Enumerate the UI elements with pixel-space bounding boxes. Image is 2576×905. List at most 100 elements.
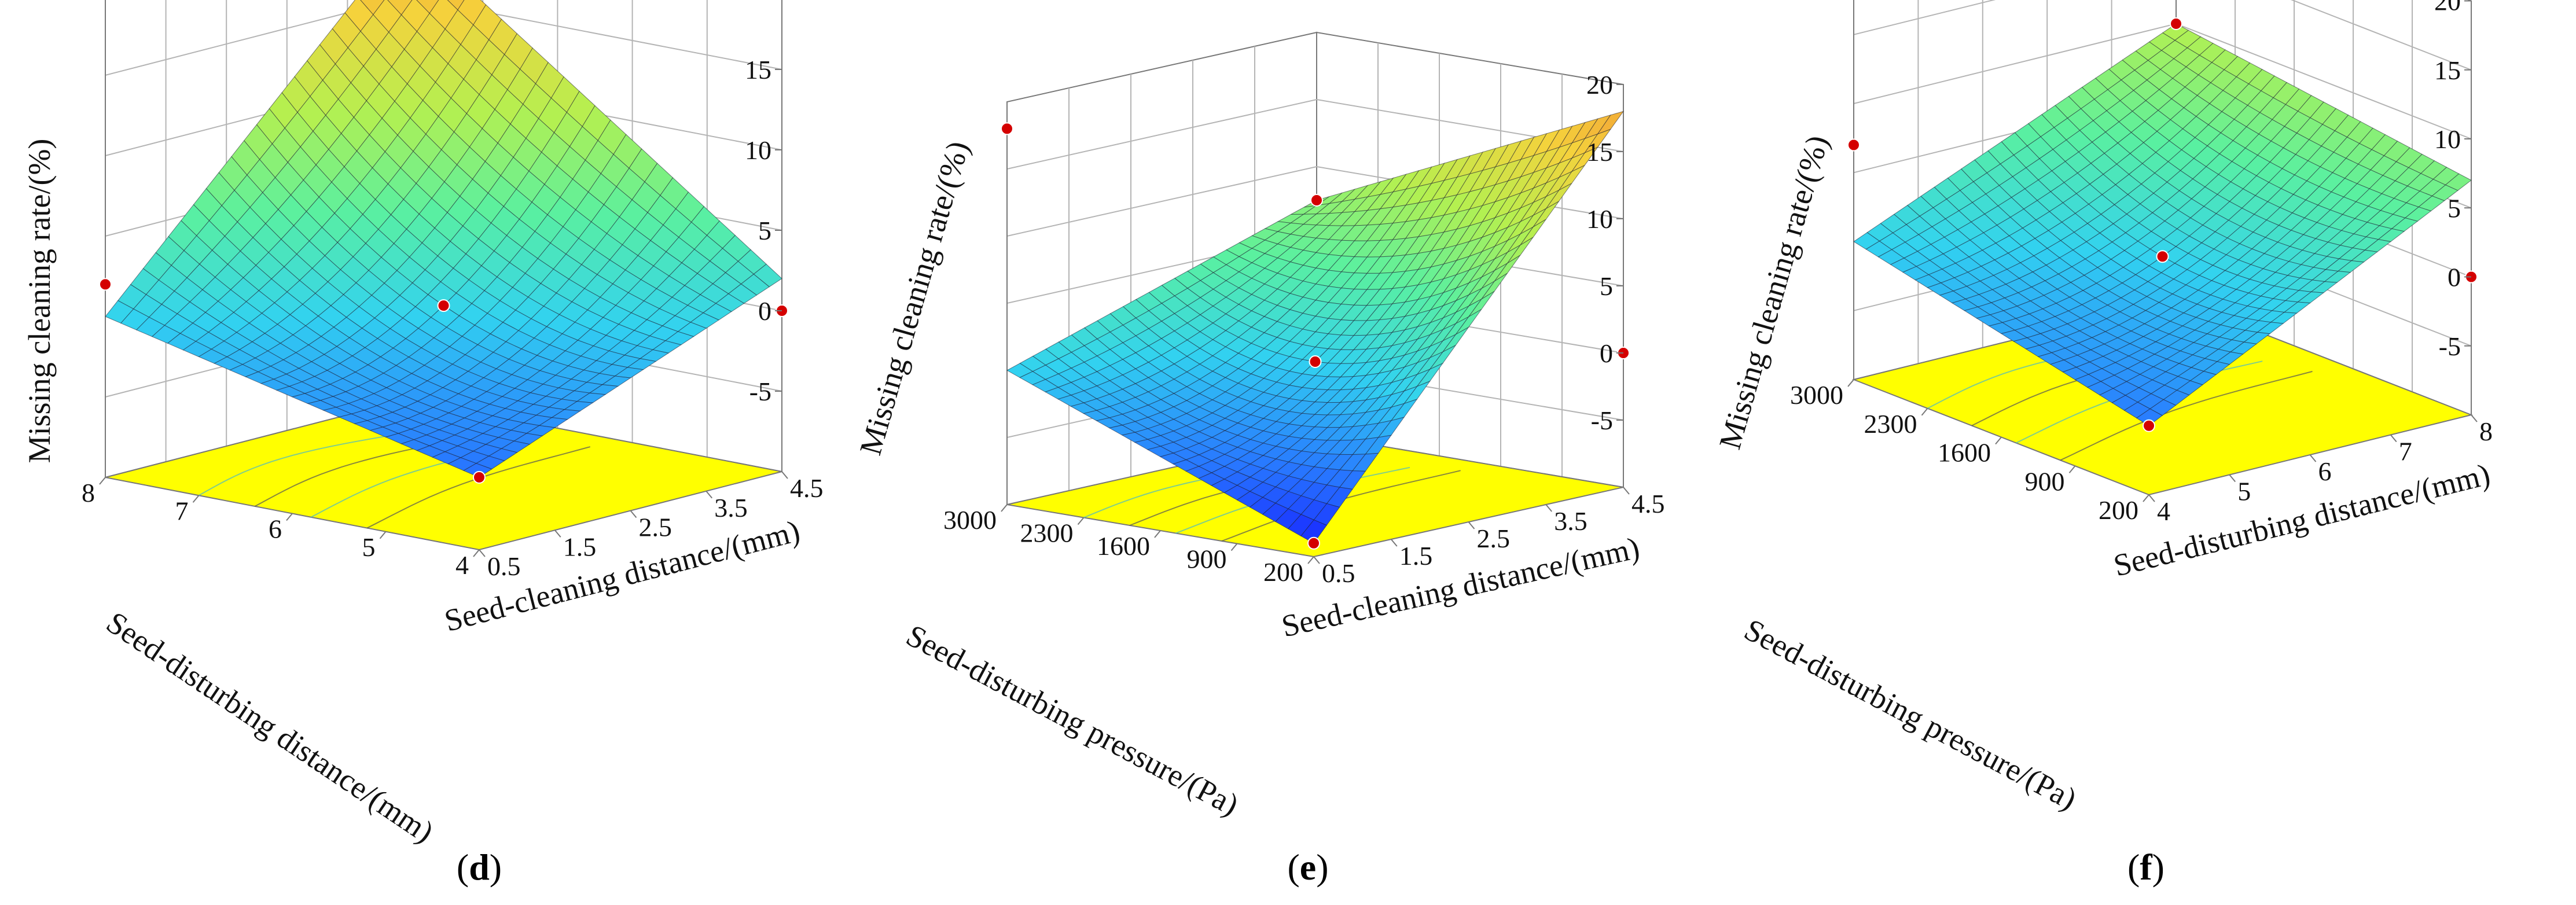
left-axis-tick [99,477,106,485]
right-axis-tick-label: 8 [2479,417,2493,446]
response-surface [105,0,782,478]
right-axis-tick [1390,539,1398,547]
z-axis-ticks: 15 10 5 0 -5 [745,55,782,406]
surface-cell [1300,519,1328,544]
z-tick-label: 20 [2434,0,2461,16]
design-point [1307,536,1320,550]
contour-line [2060,370,2313,461]
left-axis-tick [1154,530,1161,538]
right-axis-tick [2229,474,2236,483]
left-axis-tick-label: 1600 [1938,438,1991,468]
wall-gridline [1853,0,2472,71]
right-axis-tick [554,529,561,538]
design-point [99,278,112,291]
subfigure-label: (f) [2127,847,2165,888]
z-tick-label: 10 [2434,124,2461,154]
response-surface [1006,111,1625,544]
design-point [1847,138,1860,152]
left-axis-tick-label: 7 [175,496,189,525]
z-tick-label: 0 [758,296,771,326]
right-axis-tick-label: 3.5 [1554,506,1588,536]
z-tick-label: -5 [2439,332,2461,361]
z-axis-ticks: 20 15 10 5 0 -5 [2434,0,2471,361]
left-axis-tick-label: 900 [1187,545,1227,574]
z-axis-title: Missing cleaning rate/(%) [22,139,57,463]
subfigure-label: (e) [1287,847,1328,888]
right-axis-tick-label: 4.5 [1631,489,1665,518]
right-axis-tick [2309,454,2317,462]
left-axis-tick-label: 200 [1263,557,1303,587]
left-axis-tick [379,531,387,539]
left-axis-tick-label: 200 [2099,495,2138,525]
left-axis-title: Seed-disturbing pressure/(Pa) [1739,612,2082,817]
surface-plot-e: 20 15 10 5 0 -5 3000 2300 1600 900 200 0.5 1.5 2.5 3.5… [853,31,1665,888]
left-axis-tick-label: 1600 [1097,531,1150,561]
right-axis-ticks: 0.5 1.5 2.5 3.5 4.5 [1313,487,1665,588]
right-axis-tick-label: 0.5 [487,551,521,581]
z-tick-label: 10 [745,135,771,165]
left-axis-tick [1995,436,2002,445]
z-tick-label: 5 [758,216,771,245]
left-axis-tick [1847,379,1854,387]
left-axis-tick [286,513,293,521]
right-axis-tick-label: 7 [2399,437,2412,466]
z-tick-label: 10 [1586,204,1613,234]
surface-cell [2136,409,2163,426]
right-axis-tick [1313,556,1320,564]
right-axis-tick-label: 4 [2157,496,2170,526]
design-point [2170,17,2182,30]
left-axis-tick-label: 3000 [1790,380,1843,410]
left-axis-tick-label: 3000 [943,505,997,535]
right-axis-tick-label: 5 [2237,477,2251,506]
right-axis-tick [1545,504,1553,512]
right-axis-tick [1468,521,1475,529]
surface-cell [447,0,465,10]
right-axis-ticks: 0.5 1.5 2.5 3.5 4.5 [479,471,824,581]
left-axis-tick [1921,408,1928,416]
right-axis-tick-label: 0.5 [1322,558,1355,588]
response-surface [1853,23,2472,426]
right-axis-tick [1623,487,1630,495]
z-tick-label: -5 [1591,406,1613,435]
design-point [1310,194,1323,207]
design-point [1001,122,1013,135]
z-axis-ticks: 20 15 10 5 0 -5 [1586,70,1623,435]
right-axis-tick [2471,414,2478,422]
right-axis-tick [705,491,713,499]
left-axis-tick [2068,465,2076,473]
right-axis-tick-label: 1.5 [1399,541,1433,571]
z-tick-label: -5 [749,377,771,406]
right-axis-tick [630,510,637,518]
left-axis-tick-label: 5 [362,532,376,562]
left-axis-ticks: 3000 2300 1600 900 200 [943,504,1314,587]
left-axis-tick-label: 2300 [1864,409,1917,439]
z-tick-label: 15 [2434,56,2461,85]
wall-gridline [1006,98,1624,170]
left-axis-tick-label: 4 [455,550,469,580]
z-tick-label: 5 [2448,193,2461,223]
left-axis-title: Seed-disturbing pressure/(Pa) [901,618,1244,823]
wall-gridline [105,0,782,76]
left-axis-tick-label: 6 [269,514,282,544]
surface-plot-d: 15 10 5 0 -5 8 7 6 5 4 0.5 1.5 2.5 3.5 4.5 Missing clea… [22,0,824,888]
contour-line [199,431,415,496]
left-axis-title: Seed-disturbing distance/(mm) [100,605,440,849]
z-tick-label: 15 [745,55,771,84]
right-axis-tick [781,471,788,479]
left-axis-tick-label: 900 [2025,466,2065,496]
right-axis-tick-label: 2.5 [1477,524,1511,553]
surface-cell [462,463,493,478]
z-tick-label: 0 [2448,263,2461,292]
design-point [2156,250,2169,263]
left-axis-ticks: 3000 2300 1600 900 200 [1790,379,2149,525]
left-axis-tick [192,495,200,503]
left-axis-tick [1001,504,1008,512]
right-axis-ticks: 4 5 6 7 8 [2148,414,2493,526]
left-axis-ticks: 8 7 6 5 4 [82,477,480,580]
contour-line [366,446,590,529]
right-axis-tick-label: 2.5 [639,513,673,542]
right-axis-tick [2390,434,2397,443]
right-axis-tick-label: 4.5 [790,473,824,503]
